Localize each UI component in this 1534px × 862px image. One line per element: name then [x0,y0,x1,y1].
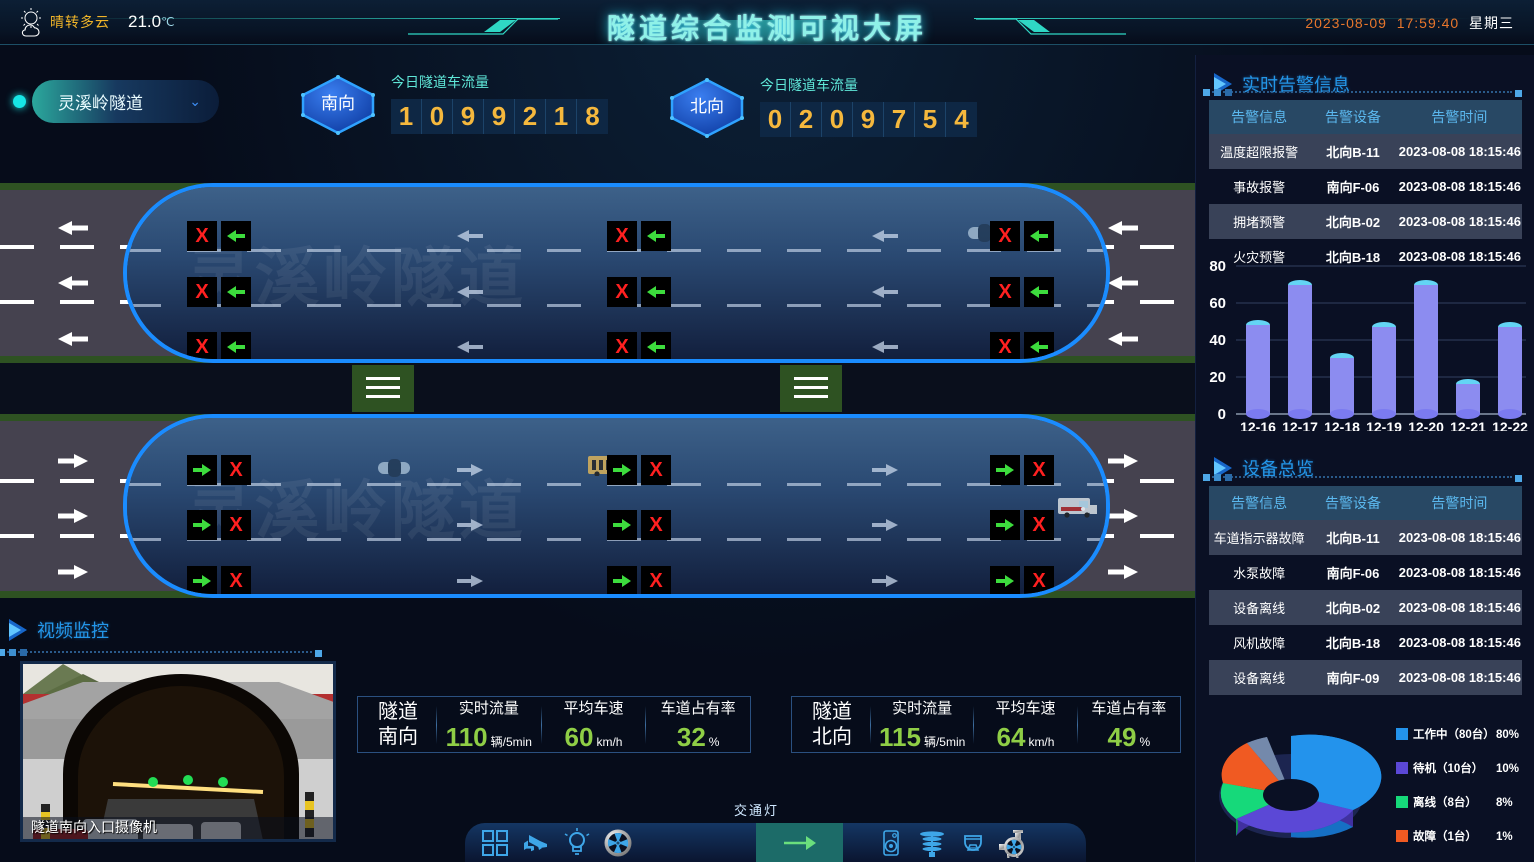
svg-text:40: 40 [1209,332,1226,349]
svg-text:12-21: 12-21 [1450,419,1486,431]
svg-text:8%: 8% [1496,797,1513,809]
svg-text:工作中（80台）: 工作中（80台） [1413,727,1495,741]
svg-text:12-20: 12-20 [1408,419,1444,431]
svg-text:80: 80 [1209,258,1226,275]
svg-text:故障（1台）: 故障（1台） [1413,829,1477,843]
svg-text:12-18: 12-18 [1324,419,1360,431]
svg-text:南向: 南向 [321,94,355,113]
svg-text:20: 20 [1209,369,1226,386]
svg-text:12-22: 12-22 [1492,419,1528,431]
svg-text:10%: 10% [1496,763,1519,775]
svg-text:0: 0 [1218,406,1226,423]
svg-text:离线（8台）: 离线（8台） [1413,795,1477,809]
svg-text:12-17: 12-17 [1282,419,1318,431]
svg-text:80%: 80% [1496,729,1519,741]
svg-text:待机（10台）: 待机（10台） [1413,761,1483,775]
svg-text:北向: 北向 [690,97,724,116]
svg-text:12-19: 12-19 [1366,419,1402,431]
svg-text:1%: 1% [1496,831,1513,843]
svg-text:60: 60 [1209,295,1226,312]
svg-text:12-16: 12-16 [1240,419,1276,431]
